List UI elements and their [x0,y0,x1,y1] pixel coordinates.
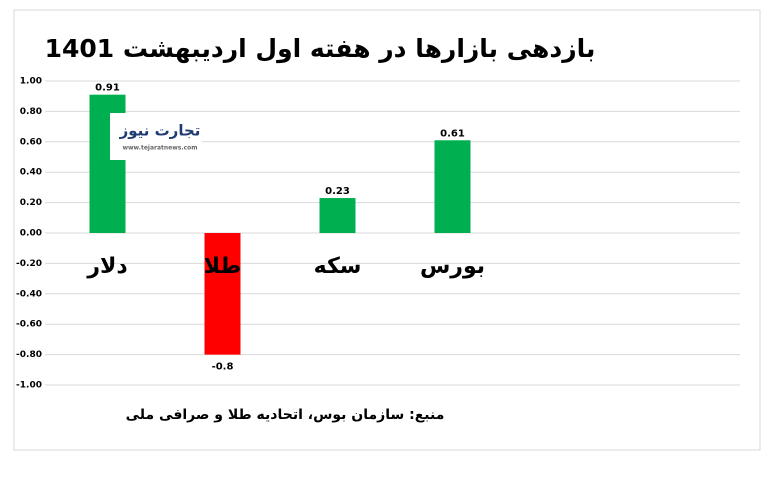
y-tick-label: 0.20 [20,198,42,208]
y-tick-label: -0.40 [16,289,42,299]
y-tick-label: 0.40 [20,168,42,178]
x-tick-label: سکه [314,254,362,279]
y-tick-label: 1.00 [20,77,42,87]
chart-frame [13,9,761,451]
source-note: منبع: سازمان بوس، اتحادیه طلا و صرافی مل… [126,407,445,423]
y-tick-label: 0.80 [20,107,42,117]
logo-background [110,113,202,160]
y-tick-label: 0.60 [20,137,42,147]
bar [204,233,241,355]
value-label: 0.91 [95,83,120,94]
logo-name: تجارت نیوز [119,122,201,140]
value-label: 0.23 [325,186,350,197]
value-label: 0.61 [440,128,465,139]
y-tick-label: -0.60 [16,320,42,330]
value-label: -0.8 [212,362,234,373]
x-tick-label: دلار [86,254,127,279]
y-tick-label: 0.00 [20,229,42,239]
y-tick-label: -0.80 [16,350,42,360]
y-tick-label: -1.00 [16,381,42,391]
x-tick-label: طلا [204,254,241,279]
chart-title: بازدهی بازارها در هفته اول اردیبهشت 1401 [45,34,596,64]
logo-url: www.tejaratnews.com [122,145,197,152]
bar [434,140,471,233]
x-tick-label: بورس [420,254,485,279]
bar [319,198,356,233]
y-tick-label: -0.20 [16,259,42,269]
